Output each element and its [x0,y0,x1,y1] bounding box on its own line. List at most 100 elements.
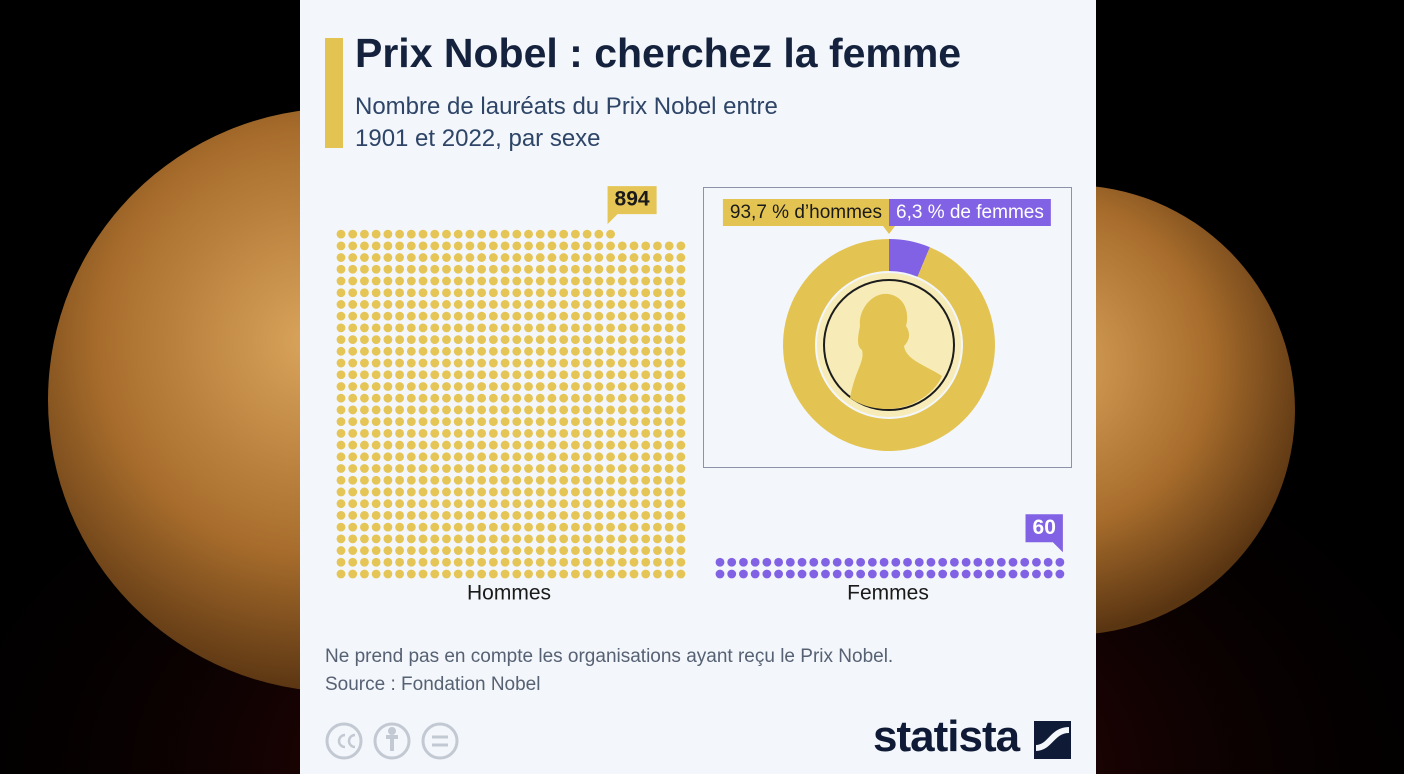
waffle-dot [571,323,580,333]
waffle-dot [336,569,346,579]
waffle-dot [465,229,475,239]
waffle-dot [360,557,369,567]
waffle-dot [465,346,475,356]
waffle-dot [524,428,533,438]
waffle-dot [571,499,580,509]
waffle-dot [606,358,615,368]
waffle-dot [559,382,569,391]
waffle-dot [500,241,510,251]
waffle-dot [371,300,381,309]
waffle-dot [774,557,783,567]
waffle-dot [524,253,533,262]
waffle-dot [938,557,948,567]
waffle-dot [465,264,475,274]
waffle-dot [360,288,369,298]
waffle-dot [442,428,451,438]
waffle-dot [547,475,557,485]
waffle-dot [676,534,686,544]
waffle-dot [524,276,533,286]
waffle-dot [950,557,959,567]
waffle-dot [641,393,651,403]
waffle-dot [371,288,381,298]
waffle-dot [500,288,510,298]
waffle-dot [641,335,651,344]
waffle-dot [336,511,346,520]
waffle-dot [442,288,451,298]
waffle-dot [348,405,358,415]
pie-segment [783,239,995,452]
waffle-dot [641,264,651,274]
waffle-dot [653,346,662,356]
waffle-dot [594,264,604,274]
waffle-dot [512,428,522,438]
waffle-dot [571,464,580,473]
waffle-dot [488,511,498,520]
waffle-dot [383,499,393,509]
waffle-dot [477,229,487,239]
waffle-dot [535,346,545,356]
waffle-dot [371,428,381,438]
waffle-dot [582,452,592,462]
waffle-dot [395,440,404,450]
category-label: Femmes [847,582,929,605]
waffle-dot [336,428,346,438]
waffle-dot [383,475,393,485]
waffle-dot [547,382,557,391]
waffle-dot [477,440,487,450]
waffle-dot [664,557,674,567]
waffle-dot [582,264,592,274]
waffle-dot [762,569,772,579]
waffle-dot [477,557,487,567]
waffle-dot [465,440,475,450]
waffle-dot [500,253,510,262]
waffle-dot [535,428,545,438]
waffle-dot [606,335,615,344]
waffle-dot [524,475,533,485]
waffle-dot [629,335,639,344]
waffle-dot [676,358,686,368]
waffle-dot [594,288,604,298]
waffle-dot [406,382,416,391]
waffle-dot [594,475,604,485]
waffle-dot [629,405,639,415]
waffle-dot [395,229,404,239]
waffle-dot [653,276,662,286]
waffle-dot [395,452,404,462]
waffle-dot [488,229,498,239]
waffle-dot [641,511,651,520]
waffle-dot [418,557,428,567]
waffle-dot [535,511,545,520]
waffle-dot [442,229,451,239]
waffle-dot [477,276,487,286]
waffle-dot [395,534,404,544]
waffle-dot [996,557,1006,567]
waffle-dot [442,557,451,567]
waffle-dot [395,464,404,473]
waffle-dot [465,382,475,391]
waffle-dot [727,557,737,567]
medal-profile [850,293,942,409]
waffle-dot [500,346,510,356]
waffle-dot [465,569,475,579]
waffle-dot [488,276,498,286]
waffle-dot [360,229,369,239]
waffle-dot [617,440,627,450]
brand-mark [1034,721,1071,759]
waffle-dot [395,417,404,427]
waffle-dot [547,253,557,262]
waffle-dot [653,440,662,450]
waffle-dot [547,546,557,555]
waffle-dot [535,370,545,380]
waffle-dot [641,452,651,462]
waffle-dot [477,475,487,485]
waffle-dot [500,428,510,438]
waffle-dot [371,475,381,485]
waffle-dot [559,264,569,274]
waffle-dot [430,405,440,415]
waffle-dot [360,323,369,333]
waffle-dot [430,241,440,251]
waffle-dot [617,311,627,321]
waffle-dot [430,534,440,544]
waffle-dot [465,288,475,298]
waffle-dot [336,382,346,391]
